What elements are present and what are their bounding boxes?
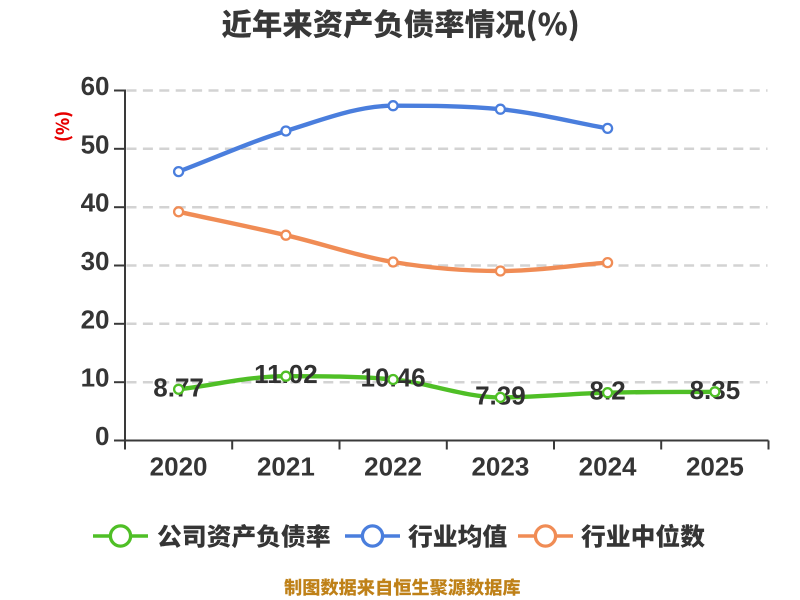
svg-text:2021: 2021 (257, 452, 315, 482)
svg-text:2022: 2022 (364, 452, 422, 482)
svg-text:2020: 2020 (150, 452, 208, 482)
svg-text:2025: 2025 (686, 452, 744, 482)
svg-text:2023: 2023 (471, 452, 529, 482)
svg-text:40: 40 (81, 188, 110, 218)
svg-text:50: 50 (81, 129, 110, 159)
svg-text:0: 0 (95, 421, 109, 451)
svg-text:10: 10 (81, 363, 110, 393)
svg-text:20: 20 (81, 304, 110, 334)
svg-text:2024: 2024 (579, 452, 637, 482)
svg-text:30: 30 (81, 246, 110, 276)
svg-text:60: 60 (81, 71, 110, 101)
